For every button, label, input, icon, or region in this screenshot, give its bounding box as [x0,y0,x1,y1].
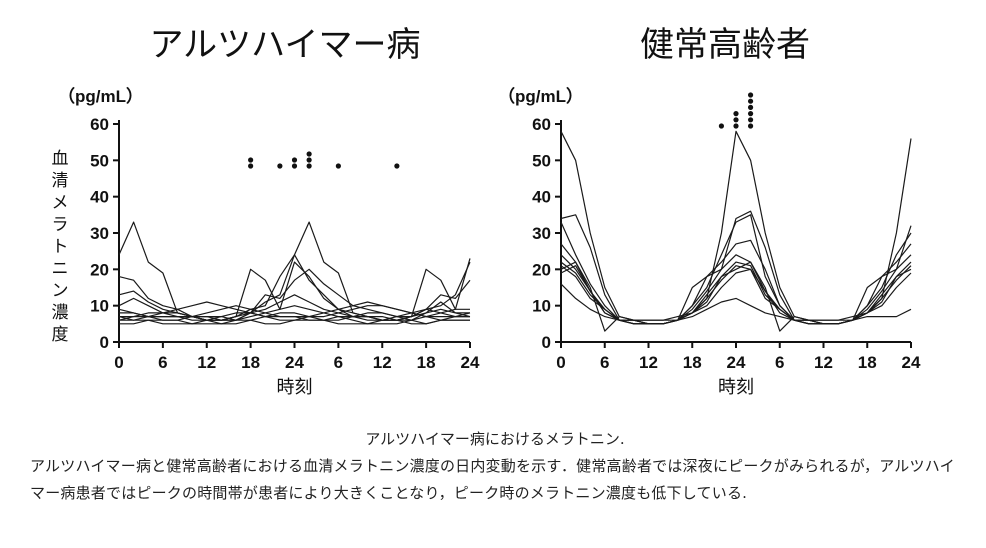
x-tick-label: 24 [902,353,921,372]
x-tick-label: 0 [114,353,123,372]
x-tick-label: 6 [775,353,784,372]
peak-dot [733,117,739,123]
x-axis-label: 時刻 [277,377,313,398]
y-tick-label: 0 [100,333,109,352]
peak-dot [277,163,283,169]
caption-title: アルツハイマー病におけるメラトニン. [365,430,625,448]
peak-dot [747,104,754,110]
peak-dot [747,117,754,123]
y-tick-label: 60 [90,115,109,134]
y-tick-label: 0 [542,333,551,352]
x-tick-label: 18 [417,353,436,372]
peak-dot [306,157,312,163]
y-unit-label: （pg/mL） [58,86,143,106]
y-tick-label: 10 [532,297,551,316]
x-tick-label: 0 [556,353,565,372]
series-line [560,283,912,321]
peak-dot [747,123,754,129]
y-tick-label: 60 [532,115,551,134]
series-line [560,130,912,321]
peak-dot [747,98,754,104]
x-tick-label: 12 [639,353,658,372]
series-line [118,312,471,325]
x-tick-label: 18 [858,353,877,372]
peak-dot [733,123,739,129]
series-line [560,210,912,325]
x-tick-label: 12 [373,353,392,372]
peak-dot [747,111,754,117]
chart-title: アルツハイマー病 [150,25,421,65]
y-tick-label: 30 [532,224,551,243]
y-tick-label: 30 [90,224,109,243]
peak-dot [747,92,754,98]
y-tick-label: 50 [90,151,109,170]
chart-panel-healthy-elderly: 健常高齢者 （pg/mL） 0 10 20 30 40 50 60 0 6 12 18 24 6 12 18 24… [498,25,921,398]
series-line [560,239,912,325]
peak-dot [394,163,400,169]
x-tick-label: 6 [600,353,609,372]
x-tick-label: 12 [814,353,833,372]
x-tick-label: 6 [158,353,167,372]
peak-dot [306,151,312,157]
y-tick-label: 40 [90,188,109,207]
x-tick-label: 24 [461,353,480,372]
x-tick-label: 18 [241,353,260,372]
peak-dot [291,163,298,169]
y-tick-label: 20 [532,260,551,279]
y-tick-label: 50 [532,151,551,170]
x-tick-label: 24 [727,353,746,372]
y-tick-label: 10 [90,297,109,316]
peak-dot [248,163,254,169]
x-tick-label: 6 [334,353,343,372]
y-tick-label: 20 [90,260,109,279]
peak-dot [718,123,725,129]
y-unit-label: （pg/mL） [498,86,583,106]
x-tick-label: 12 [197,353,216,372]
peak-dot [733,111,739,117]
peak-dot [248,157,254,163]
y-axis-label: 血清メラトニン濃度 [52,149,69,345]
caption-body: アルツハイマー病と健常高齢者における血清メラトニン濃度の日内変動を示す．健常高齢… [30,457,955,502]
x-tick-label: 18 [683,353,702,372]
x-tick-label: 24 [285,353,304,372]
peak-dot [291,157,298,163]
y-tick-label: 40 [532,188,551,207]
chart-panel-alzheimer: アルツハイマー病 （pg/mL） 血清メラトニン濃度 0 10 20 30 40 50 60 0 6 1… [52,25,480,398]
peak-dot [306,163,312,169]
peak-dot [335,163,341,169]
x-axis-label: 時刻 [718,377,754,398]
series-line [119,316,470,325]
series-line [118,308,470,325]
chart-title: 健常高齢者 [640,25,810,65]
